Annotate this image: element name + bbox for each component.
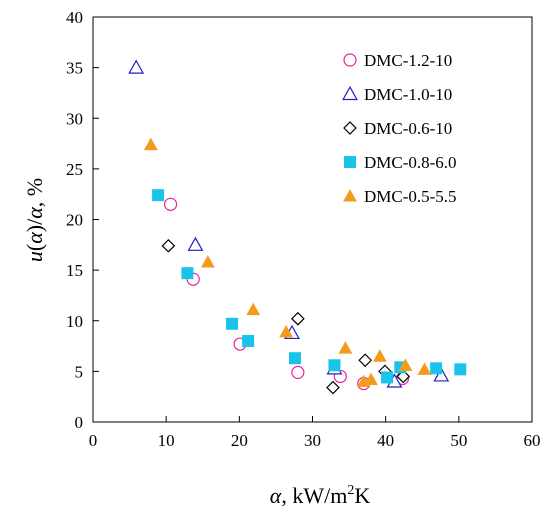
y-tick-label: 30 [66,109,83,128]
y-tick-label: 25 [66,160,83,179]
x-axis-label: α, kW/m2K [270,483,371,508]
data-point [163,197,178,211]
data-point [328,359,341,372]
data-point [372,349,387,362]
data-point [417,362,432,375]
data-point [181,267,194,280]
data-point [430,362,443,375]
y-tick-label: 20 [66,211,83,230]
legend-marker [343,121,357,135]
data-point [398,358,413,371]
data-point [381,371,394,384]
legend-item: DMC-1.0-10 [342,85,452,104]
x-tick-label: 50 [450,431,467,450]
data-point [246,302,261,316]
legend-marker [344,156,356,168]
y-axis-label: u(α)/α, % [22,178,47,262]
data-point [454,363,467,376]
data-point [143,137,158,151]
legend-marker [342,85,358,101]
legend-label: DMC-1.2-10 [364,51,452,70]
data-point [128,59,145,74]
data-point [288,352,301,365]
series-DMC-0.5-5.5 [143,137,432,388]
y-tick-label: 15 [66,261,83,280]
data-point [200,255,215,268]
legend-label: DMC-0.5-5.5 [364,187,457,206]
data-point [396,369,411,384]
legend-label: DMC-0.6-10 [364,119,452,138]
data-point [187,236,204,251]
legend: DMC-1.2-10 DMC-1.0-10 DMC-0.6-10 DMC-0.8-6.… [342,51,457,206]
x-tick-label: 0 [89,431,98,450]
x-tick-label: 40 [377,431,394,450]
legend-item: DMC-0.8-6.0 [344,153,457,172]
x-tick-label: 60 [524,431,541,450]
y-tick-label: 0 [75,413,84,432]
y-tick-label: 40 [66,8,83,27]
x-tick-label: 30 [304,431,321,450]
data-point [358,353,373,368]
y-tick-label: 5 [75,362,84,381]
legend-marker [343,189,357,202]
y-tick-label: 35 [66,59,83,78]
legend-label: DMC-0.8-6.0 [364,153,457,172]
data-point [291,365,305,379]
axis-ticks [92,16,533,423]
data-point [364,372,378,385]
axis-tick-labels: 0 10 20 30 40 50 60 0 5 10 15 20 25 30 35 40 [66,8,541,450]
legend-label: DMC-1.0-10 [364,85,452,104]
y-tick-label: 10 [66,312,83,331]
x-tick-label: 20 [231,431,248,450]
data-point [242,335,255,347]
legend-item: DMC-0.6-10 [343,119,452,138]
data-point [326,380,340,395]
legend-item: DMC-1.2-10 [343,51,452,70]
data-point [433,367,450,382]
data-point [152,189,165,202]
data-point [161,238,176,253]
data-point [291,311,305,326]
legend-item: DMC-0.5-5.5 [343,187,457,206]
data-point [226,317,239,330]
data-point [338,341,353,354]
data-markers [128,59,467,395]
x-tick-label: 10 [158,431,175,450]
legend-marker [343,53,357,67]
data-point [279,324,294,338]
